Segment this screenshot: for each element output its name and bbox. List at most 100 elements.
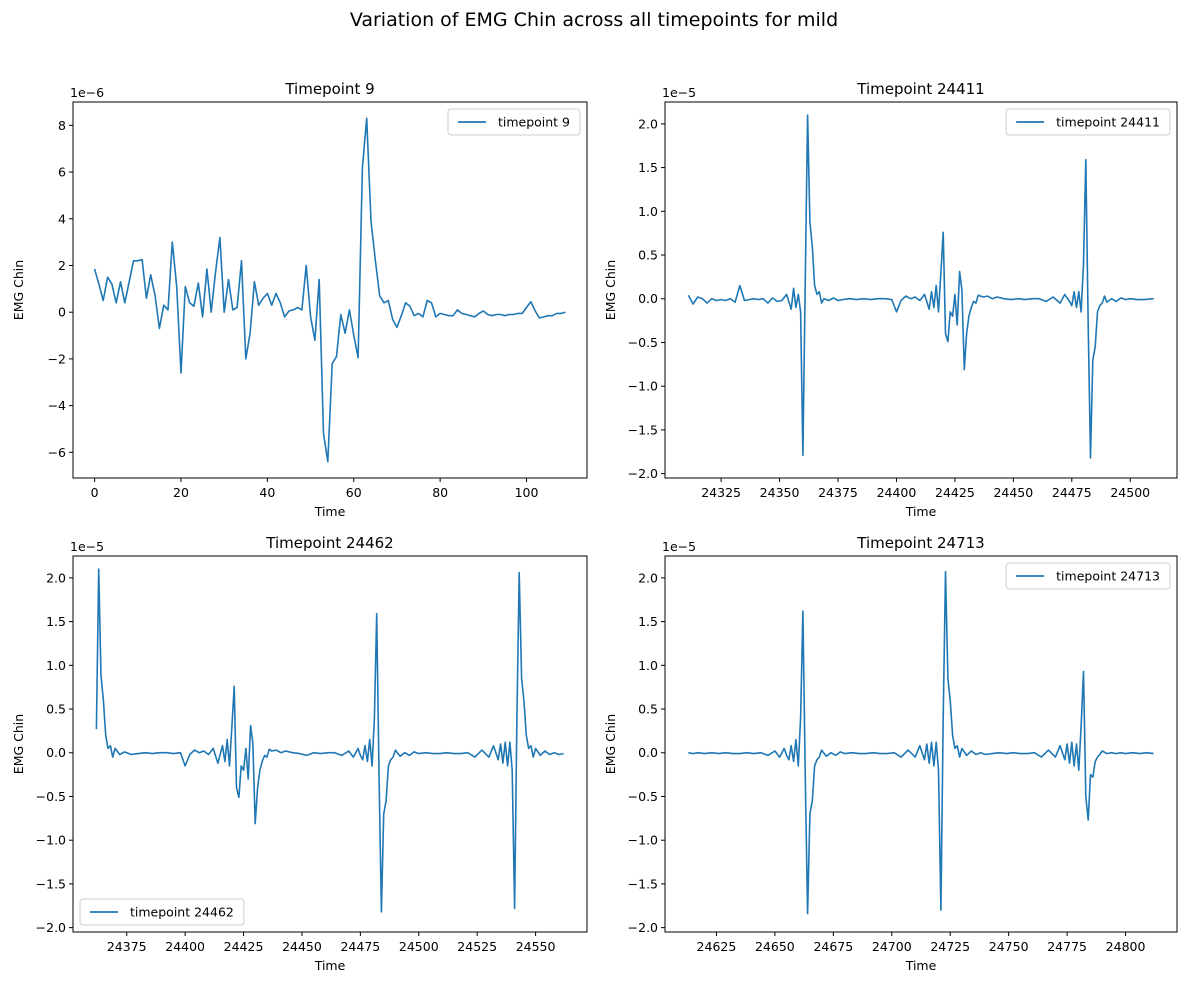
y-tick-label: 1.5 — [638, 614, 658, 629]
subplot-title: Timepoint 9 — [284, 80, 374, 98]
y-tick-label: 1.0 — [638, 658, 658, 673]
series-line — [95, 568, 564, 913]
axes-frame — [664, 555, 1178, 933]
legend-label: timepoint 9 — [498, 115, 570, 130]
y-tick-label: 0.0 — [638, 745, 658, 760]
x-tick-label: 24450 — [282, 939, 322, 954]
x-tick-label: 0 — [91, 485, 99, 500]
y-tick-label: −1.0 — [628, 833, 658, 848]
y-offset-label: 1e−5 — [70, 539, 104, 554]
x-tick-label: 24450 — [993, 485, 1033, 500]
y-tick-label: −1.0 — [628, 379, 658, 394]
series-line — [687, 114, 1154, 459]
series-line — [688, 570, 1154, 915]
x-tick-label: 24675 — [813, 939, 853, 954]
x-tick-label: 24475 — [340, 939, 380, 954]
y-axis-label: EMG Chin — [603, 260, 618, 320]
x-tick-label: 24375 — [107, 939, 147, 954]
x-tick-label: 24375 — [818, 485, 858, 500]
legend-box — [1005, 108, 1171, 136]
y-tick-label: 0.5 — [46, 702, 66, 717]
y-tick-label: 1.5 — [46, 614, 66, 629]
y-tick-label: 1.0 — [46, 658, 66, 673]
legend: timepoint 24411 — [1005, 108, 1171, 136]
x-tick-label: 24625 — [697, 939, 737, 954]
y-tick-label: 2 — [58, 258, 66, 273]
y-tick-label: −1.5 — [628, 876, 658, 891]
x-tick-label: 24800 — [1106, 939, 1146, 954]
series-line — [93, 117, 566, 463]
legend-box — [447, 108, 581, 136]
legend: timepoint 9 — [447, 108, 581, 136]
y-tick-label: −0.5 — [628, 335, 658, 350]
x-tick-label: 24500 — [399, 939, 439, 954]
subplot-timepoint-24462: Timepoint 24462 1e−5 Time EMG Chin timep… — [11, 534, 588, 973]
subplot-timepoint-9: Timepoint 9 1e−6 Time EMG Chin timepoint… — [11, 80, 588, 519]
y-tick-label: −1.5 — [36, 876, 66, 891]
y-tick-label: 0.5 — [638, 248, 658, 263]
x-tick-label: 24650 — [755, 939, 795, 954]
legend: timepoint 24713 — [1005, 562, 1171, 590]
y-tick-label: −0.5 — [36, 789, 66, 804]
x-tick-label: 24550 — [516, 939, 556, 954]
x-tick-label: 60 — [346, 485, 362, 500]
y-tick-label: 1.5 — [638, 160, 658, 175]
x-tick-label: 100 — [515, 485, 539, 500]
y-tick-label: 0.0 — [638, 291, 658, 306]
subplot-timepoint-24713: Timepoint 24713 1e−5 Time EMG Chin timep… — [603, 534, 1178, 973]
x-tick-label: 20 — [173, 485, 189, 500]
x-tick-label: 24525 — [457, 939, 497, 954]
y-axis-label: EMG Chin — [11, 714, 26, 774]
x-tick-label: 24700 — [872, 939, 912, 954]
x-tick-label: 24500 — [1110, 485, 1150, 500]
y-axis-label: EMG Chin — [11, 260, 26, 320]
legend-box — [79, 898, 245, 926]
x-tick-label: 80 — [432, 485, 448, 500]
y-tick-label: −2.0 — [628, 466, 658, 481]
y-offset-label: 1e−6 — [70, 85, 104, 100]
axes-frame — [72, 555, 588, 933]
x-axis-label: Time — [905, 504, 937, 519]
y-tick-label: 4 — [58, 211, 66, 226]
axes-frame — [72, 101, 588, 479]
y-tick-label: 0.0 — [46, 745, 66, 760]
x-axis-label: Time — [314, 958, 346, 973]
y-tick-label: 2.0 — [638, 116, 658, 131]
x-axis-label: Time — [314, 504, 346, 519]
y-tick-label: 2.0 — [638, 570, 658, 585]
x-tick-label: 24425 — [224, 939, 264, 954]
x-tick-label: 24400 — [877, 485, 917, 500]
y-tick-label: 0.5 — [638, 702, 658, 717]
legend-box — [1005, 562, 1171, 590]
axes-frame — [664, 101, 1178, 479]
x-tick-label: 24425 — [935, 485, 975, 500]
legend-label: timepoint 24411 — [1056, 115, 1160, 130]
legend-label: timepoint 24462 — [130, 905, 234, 920]
y-tick-label: 8 — [58, 118, 66, 133]
y-tick-label: −2.0 — [36, 920, 66, 935]
x-tick-label: 24725 — [930, 939, 970, 954]
y-tick-label: 2.0 — [46, 570, 66, 585]
y-tick-label: −4 — [48, 398, 66, 413]
y-tick-label: 6 — [58, 165, 66, 180]
subplot-title: Timepoint 24411 — [856, 80, 984, 98]
subplot-title: Timepoint 24713 — [856, 534, 984, 552]
x-tick-label: 40 — [259, 485, 275, 500]
x-tick-label: 24325 — [701, 485, 741, 500]
x-tick-label: 24400 — [165, 939, 205, 954]
x-tick-label: 24775 — [1047, 939, 1087, 954]
y-tick-label: −0.5 — [628, 789, 658, 804]
x-tick-label: 24350 — [760, 485, 800, 500]
x-axis-label: Time — [905, 958, 937, 973]
y-offset-label: 1e−5 — [662, 85, 696, 100]
y-tick-label: −1.5 — [628, 422, 658, 437]
y-tick-label: −2.0 — [628, 920, 658, 935]
y-tick-label: 0 — [58, 305, 66, 320]
y-offset-label: 1e−5 — [662, 539, 696, 554]
y-tick-label: −6 — [48, 445, 66, 460]
legend: timepoint 24462 — [79, 898, 245, 926]
x-tick-label: 24475 — [1052, 485, 1092, 500]
legend-label: timepoint 24713 — [1056, 569, 1160, 584]
